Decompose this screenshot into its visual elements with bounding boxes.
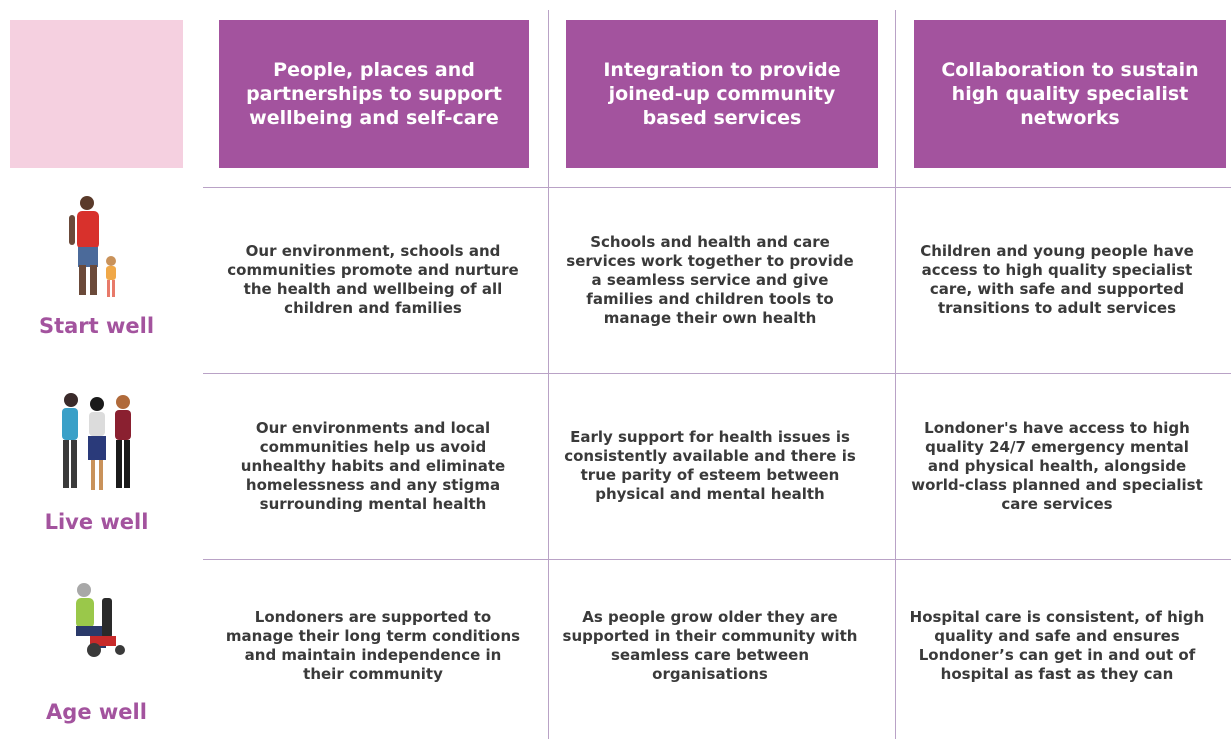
divider [548,10,549,739]
cell-text: Early support for health issues is consi… [564,428,856,503]
cell-text: As people grow older they are supported … [562,608,858,683]
corner-block [10,20,183,168]
icon-wheelchair-user [76,583,125,657]
cell-text: Londoner's have access to high quality 2… [911,418,1203,513]
divider [895,10,896,739]
row-label: Age well [46,700,147,724]
cell-text: Children and young people have access to… [920,242,1194,317]
divider [203,187,1231,188]
icon-parent-child [69,196,116,297]
column-header: People, places and partnerships to suppo… [219,20,529,168]
column-header: Integration to provide joined-up communi… [566,20,878,168]
cell-text: Our environment, schools and communities… [227,242,519,317]
divider [203,373,1231,374]
row-label: Live well [44,510,149,534]
cell-text: Londoners are supported to manage their … [225,608,521,683]
cell-text: Schools and health and care services wor… [566,232,854,327]
divider [203,559,1231,560]
cell-text: Our environments and local communities h… [240,418,506,513]
cell-text: Hospital care is consistent, of high qua… [909,608,1205,683]
column-header: Collaboration to sustain high quality sp… [914,20,1226,168]
row-label: Start well [38,314,155,338]
icon-young-adults [62,393,131,490]
